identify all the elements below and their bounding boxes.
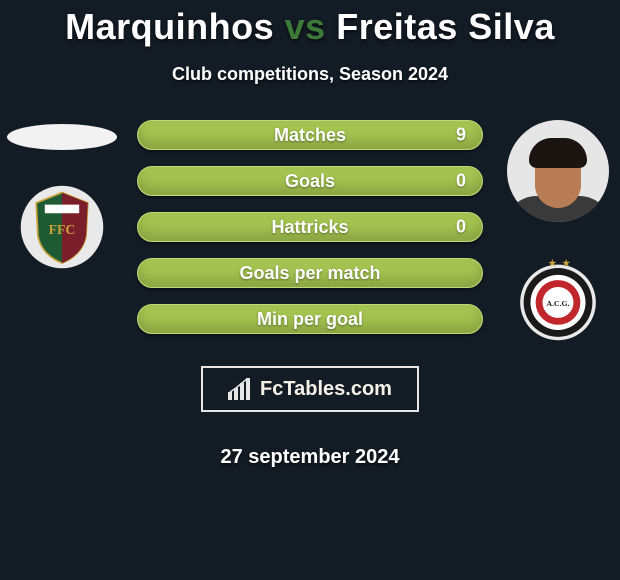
page-title: Marquinhos vs Freitas Silva <box>0 0 620 48</box>
date-text: 27 september 2024 <box>137 446 483 469</box>
stat-pill-min-per-goal: Min per goal <box>137 304 483 334</box>
svg-text:★: ★ <box>548 258 557 269</box>
stat-label: Hattricks <box>271 217 348 238</box>
fluminense-crest-icon: FFC <box>19 184 105 270</box>
title-vs: vs <box>285 6 326 47</box>
stat-label: Goals per match <box>239 263 380 284</box>
svg-text:FFC: FFC <box>49 222 76 237</box>
stat-label: Matches <box>274 125 346 146</box>
stat-value: 0 <box>456 171 466 192</box>
stat-value: 0 <box>456 217 466 238</box>
bar-chart-icon <box>228 378 254 400</box>
svg-text:★: ★ <box>561 258 570 269</box>
player1-portrait-placeholder <box>7 124 117 150</box>
left-column: FFC <box>2 120 122 270</box>
subtitle: Club competitions, Season 2024 <box>0 64 620 85</box>
stat-label: Goals <box>285 171 335 192</box>
svg-text:A.C.G.: A.C.G. <box>547 299 570 308</box>
title-player1: Marquinhos <box>65 6 274 47</box>
stat-pill-goals-per-match: Goals per match <box>137 258 483 288</box>
acg-crest-icon: A.C.G. ★ ★ <box>515 256 601 342</box>
portrait-hair <box>529 138 587 168</box>
stat-pill-list: Matches 9 Goals 0 Hattricks 0 Goals per … <box>137 120 483 469</box>
right-column: A.C.G. ★ ★ <box>498 120 618 342</box>
brand-box: FcTables.com <box>201 366 419 412</box>
stat-value: 9 <box>456 125 466 146</box>
stat-pill-matches: Matches 9 <box>137 120 483 150</box>
player2-club-crest: A.C.G. ★ ★ <box>515 256 601 342</box>
stat-pill-hattricks: Hattricks 0 <box>137 212 483 242</box>
stat-label: Min per goal <box>257 309 363 330</box>
player1-club-crest: FFC <box>19 184 105 270</box>
player2-portrait <box>507 120 609 222</box>
title-player2: Freitas Silva <box>336 6 555 47</box>
stat-pill-goals: Goals 0 <box>137 166 483 196</box>
brand-text: FcTables.com <box>260 378 392 401</box>
